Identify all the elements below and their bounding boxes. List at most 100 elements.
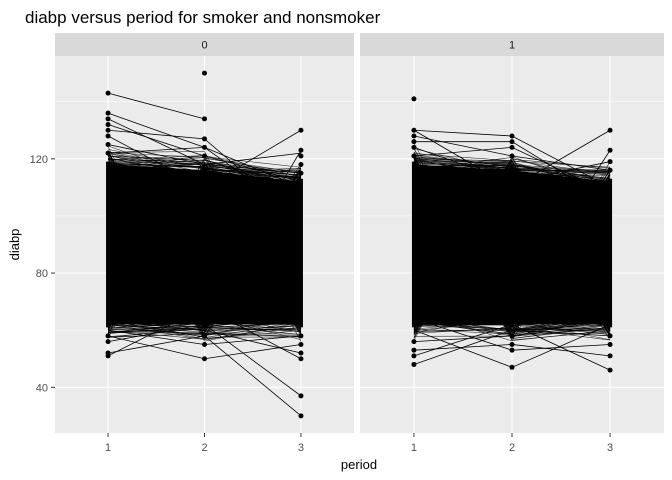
x-tick-label: 1 — [105, 442, 111, 454]
facet-1-points — [411, 96, 613, 373]
point-column — [202, 167, 207, 328]
point-column — [411, 161, 416, 328]
series-line — [107, 161, 302, 331]
data-point — [411, 139, 417, 145]
series-line — [108, 151, 302, 333]
data-point — [607, 353, 613, 359]
x-tick-label: 2 — [509, 442, 515, 454]
data-point — [202, 333, 207, 339]
data-point — [202, 356, 207, 362]
data-point — [105, 133, 111, 139]
data-point — [607, 333, 613, 339]
point-column — [298, 178, 303, 328]
y-axis-title: diabp — [7, 229, 22, 261]
data-point — [202, 136, 207, 142]
data-point — [411, 353, 417, 359]
data-point — [607, 367, 613, 373]
facet-1-strip-label: 1 — [509, 40, 515, 52]
data-point — [411, 96, 417, 102]
data-point — [298, 350, 304, 356]
data-point — [105, 339, 111, 345]
series-line — [413, 165, 611, 336]
data-point — [607, 341, 613, 347]
series-line — [107, 92, 205, 120]
data-point — [607, 127, 613, 133]
series-line — [413, 160, 611, 317]
facet-1: 1 — [360, 33, 664, 433]
y-axis: 40 80 120 — [30, 154, 55, 394]
y-tick-label: 40 — [36, 382, 48, 394]
x-tick-label: 2 — [201, 442, 207, 454]
series-line — [413, 165, 611, 333]
data-point — [298, 147, 304, 153]
series-line — [413, 166, 611, 329]
x-tick-label: 3 — [298, 442, 304, 454]
data-point — [105, 110, 111, 116]
data-point — [607, 167, 613, 173]
data-point — [105, 353, 111, 359]
data-point — [298, 356, 304, 362]
data-point — [509, 333, 515, 339]
data-point — [202, 116, 207, 122]
point-column — [510, 167, 514, 328]
data-point — [411, 339, 417, 345]
series-line — [107, 157, 302, 329]
point-column — [608, 178, 613, 328]
data-point — [202, 70, 207, 76]
series-line — [413, 327, 611, 341]
data-point — [105, 127, 111, 133]
data-point — [411, 361, 417, 367]
x-axis-title: period — [341, 457, 377, 472]
data-point — [298, 341, 304, 347]
series-line — [413, 169, 611, 333]
data-point — [411, 144, 417, 150]
x-axis: 1 2 3 1 2 3 — [105, 433, 613, 454]
chart-title: diabp versus period for smoker and nonsm… — [25, 8, 381, 27]
data-point — [411, 347, 417, 353]
data-point — [298, 153, 304, 159]
y-tick-label: 80 — [36, 268, 48, 280]
data-point — [298, 393, 304, 399]
series-line — [107, 162, 301, 333]
series-line — [108, 162, 302, 330]
facet-0-points — [105, 70, 304, 419]
data-point — [509, 364, 515, 370]
data-point — [105, 142, 111, 148]
data-point — [298, 162, 304, 168]
series-line — [108, 155, 302, 179]
series-line — [413, 159, 611, 326]
data-point — [105, 150, 111, 156]
data-point — [202, 341, 207, 347]
facet-1-strip — [360, 33, 664, 56]
data-point — [298, 413, 304, 419]
point-column — [106, 161, 111, 328]
series-line — [108, 320, 301, 331]
data-point — [202, 153, 207, 159]
series-line — [413, 156, 611, 332]
data-point — [509, 341, 515, 347]
data-point — [509, 347, 515, 353]
data-point — [411, 133, 417, 139]
x-tick-label: 3 — [607, 442, 613, 454]
series-line — [413, 159, 611, 331]
y-tick-label: 120 — [30, 154, 48, 166]
data-point — [607, 159, 613, 165]
data-point — [509, 153, 515, 159]
facet-0: 0 — [55, 33, 354, 433]
series-line — [413, 329, 611, 365]
data-point — [509, 139, 515, 145]
data-point — [509, 133, 515, 139]
data-point — [298, 127, 304, 133]
x-tick-label: 1 — [411, 442, 417, 454]
facet-0-strip — [55, 33, 354, 56]
data-point — [105, 333, 111, 339]
data-point — [105, 116, 111, 122]
data-point — [607, 147, 613, 153]
data-point — [298, 170, 304, 176]
data-point — [411, 153, 417, 159]
data-point — [509, 144, 515, 150]
data-point — [202, 144, 207, 150]
series-line — [108, 324, 302, 354]
data-point — [411, 127, 417, 133]
